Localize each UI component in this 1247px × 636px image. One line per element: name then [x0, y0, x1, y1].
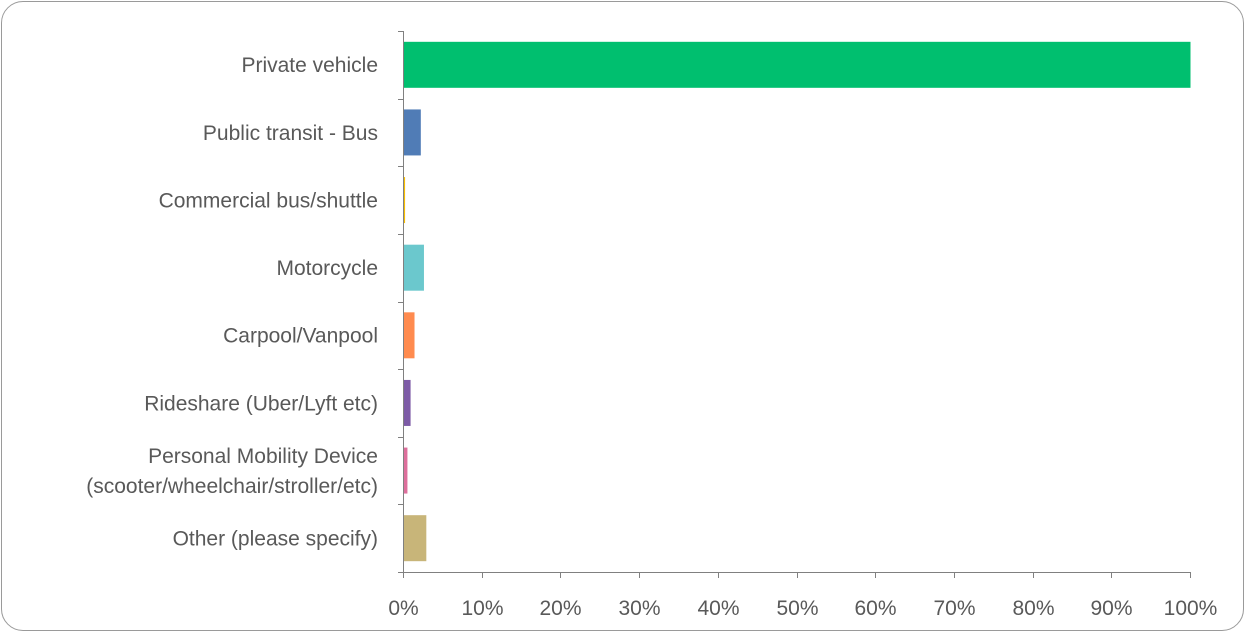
category-label-2: Commercial bus/shuttle [159, 189, 378, 212]
bar-5 [403, 379, 411, 426]
category-label-line: Other (please specify) [173, 528, 378, 551]
bar-0 [403, 41, 1191, 88]
category-label-5: Rideshare (Uber/Lyft etc) [144, 392, 378, 415]
category-label-line: Motorcycle [276, 257, 378, 280]
x-tick-label-4: 40% [697, 597, 739, 620]
x-tick-label-7: 70% [933, 597, 975, 620]
x-tick-label-9: 90% [1090, 597, 1132, 620]
x-tick-label-8: 80% [1012, 597, 1054, 620]
x-tick-label-0: 0% [388, 597, 418, 620]
category-label-line: Private vehicle [241, 54, 378, 77]
x-tick-label-6: 60% [854, 597, 896, 620]
x-tick-label-2: 20% [539, 597, 581, 620]
bar-3 [403, 244, 424, 291]
x-tick-label-10: 100% [1164, 597, 1218, 620]
x-tick-label-5: 50% [776, 597, 818, 620]
category-label-6: Personal Mobility Device (scooter/wheelch… [86, 445, 378, 498]
category-label-3: Motorcycle [276, 257, 378, 280]
category-label-4: Carpool/Vanpool [223, 325, 378, 348]
bar-7 [403, 515, 427, 562]
category-label-line: Personal Mobility Device [148, 445, 378, 468]
bar-4 [403, 312, 415, 359]
bars-layer [403, 41, 1191, 562]
bar-6 [403, 447, 408, 494]
bar-2 [403, 177, 406, 224]
category-label-line: (scooter/wheelchair/stroller/etc) [86, 475, 378, 498]
category-label-0: Private vehicle [241, 54, 378, 77]
category-label-7: Other (please specify) [173, 528, 378, 551]
x-tick-label-1: 10% [461, 597, 503, 620]
category-label-line: Commercial bus/shuttle [159, 189, 378, 212]
category-label-line: Carpool/Vanpool [223, 325, 378, 348]
tick-labels: 0% 10% 20% 30% 40% 50% 60% 70% 80% 90% 100% [388, 597, 1217, 620]
category-labels: Private vehicle Public transit - Bus Comme… [86, 54, 378, 550]
category-label-line: Public transit - Bus [203, 122, 378, 145]
axis-layer [398, 31, 1191, 578]
category-label-line: Rideshare (Uber/Lyft etc) [144, 392, 378, 415]
bar-1 [403, 109, 421, 156]
x-tick-label-3: 30% [618, 597, 660, 620]
category-label-1: Public transit - Bus [203, 122, 378, 145]
